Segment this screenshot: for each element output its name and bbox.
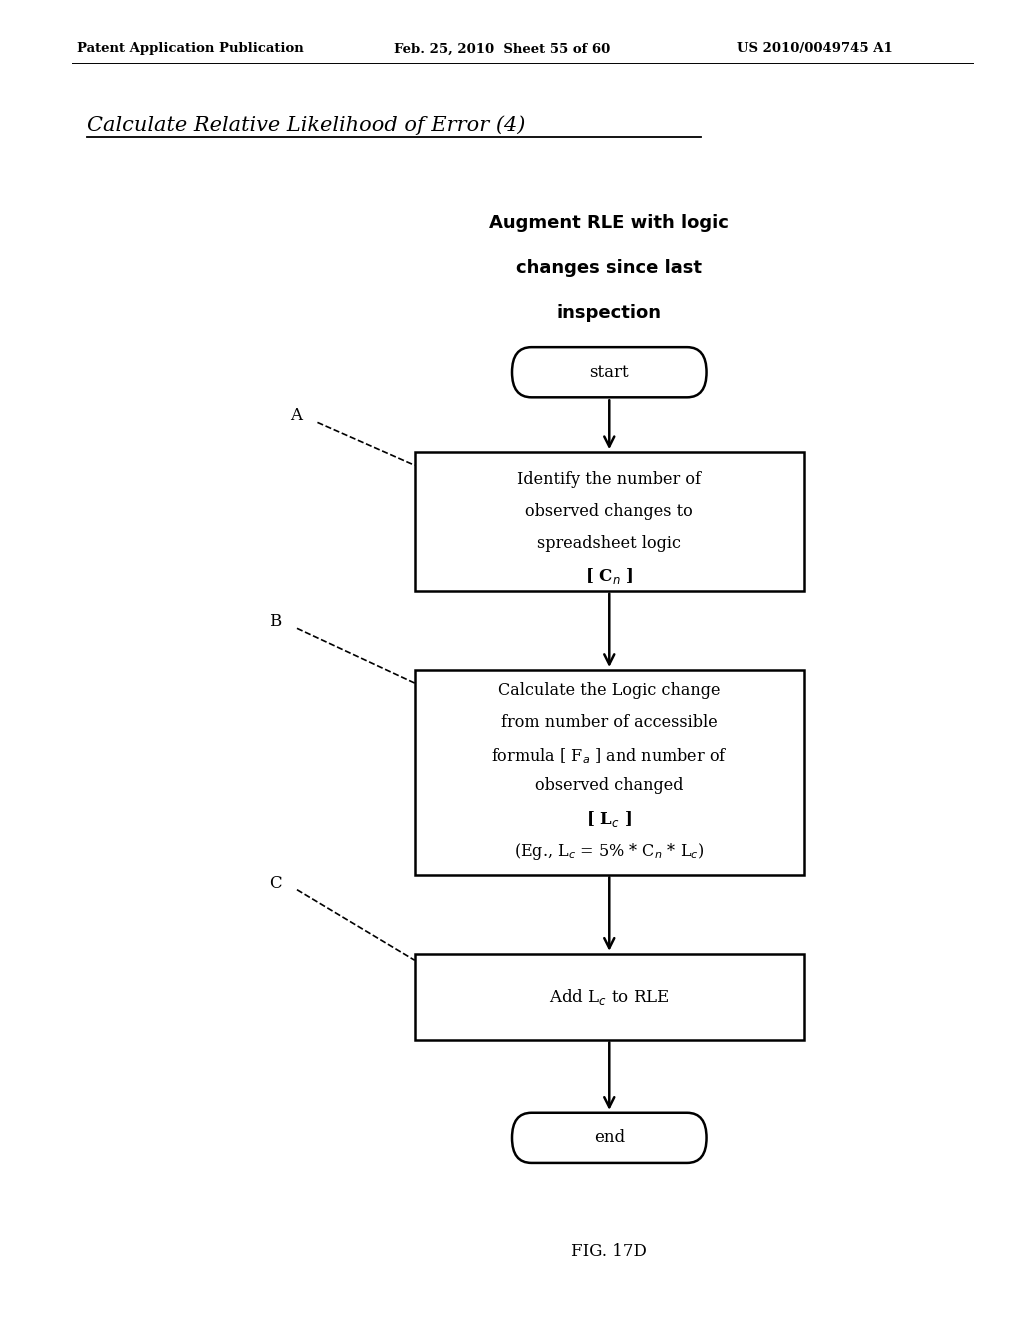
Text: inspection: inspection <box>557 304 662 322</box>
Text: Calculate Relative Likelihood of Error (4): Calculate Relative Likelihood of Error (… <box>87 115 525 135</box>
FancyBboxPatch shape <box>512 347 707 397</box>
Text: Feb. 25, 2010  Sheet 55 of 60: Feb. 25, 2010 Sheet 55 of 60 <box>394 42 610 55</box>
Text: B: B <box>269 614 282 630</box>
Text: C: C <box>269 875 282 891</box>
Text: formula [ F$_a$ ] and number of: formula [ F$_a$ ] and number of <box>490 746 728 766</box>
Text: end: end <box>594 1130 625 1146</box>
Text: from number of accessible: from number of accessible <box>501 714 718 731</box>
Text: Identify the number of: Identify the number of <box>517 471 701 488</box>
Bar <box>415 453 804 591</box>
Text: (Eg., L$_c$ = 5% * C$_n$ * L$_c$): (Eg., L$_c$ = 5% * C$_n$ * L$_c$) <box>514 841 705 862</box>
Text: FIG. 17D: FIG. 17D <box>571 1243 647 1259</box>
Text: Calculate the Logic change: Calculate the Logic change <box>498 682 721 700</box>
Bar <box>415 671 804 875</box>
FancyBboxPatch shape <box>512 1113 707 1163</box>
Text: observed changed: observed changed <box>535 777 684 795</box>
Bar <box>415 953 804 1040</box>
Text: Augment RLE with logic: Augment RLE with logic <box>489 214 729 232</box>
Text: A: A <box>290 408 302 424</box>
Text: changes since last: changes since last <box>516 259 702 277</box>
Text: Patent Application Publication: Patent Application Publication <box>77 42 303 55</box>
Text: spreadsheet logic: spreadsheet logic <box>538 535 681 552</box>
Text: start: start <box>590 364 629 380</box>
Text: Add L$_c$ to RLE: Add L$_c$ to RLE <box>549 986 670 1007</box>
Text: [ C$_n$ ]: [ C$_n$ ] <box>585 566 634 586</box>
Text: [ L$_c$ ]: [ L$_c$ ] <box>587 809 632 829</box>
Text: US 2010/0049745 A1: US 2010/0049745 A1 <box>737 42 893 55</box>
Text: observed changes to: observed changes to <box>525 503 693 520</box>
